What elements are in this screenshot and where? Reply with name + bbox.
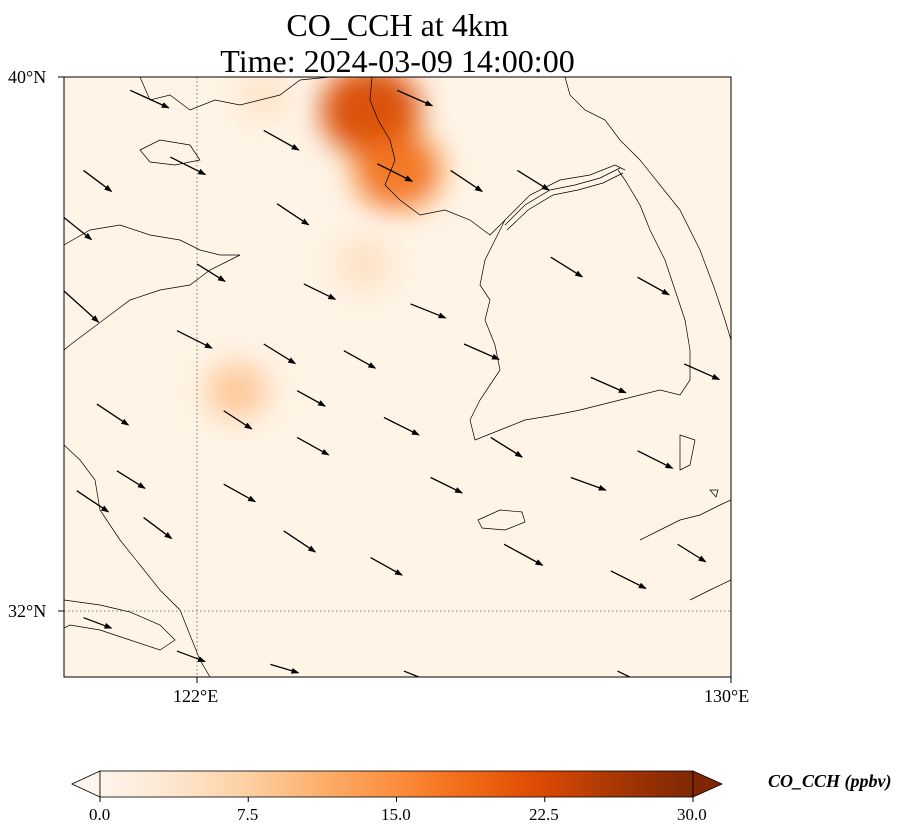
wind-arrow	[10, 591, 31, 602]
coastline-shandong	[64, 224, 241, 351]
wind-arrow	[0, 150, 28, 172]
wind-arrow	[637, 450, 674, 469]
coastline-dmz	[504, 167, 624, 231]
concentration-hotspot	[239, 77, 289, 119]
wind-arrow	[83, 617, 113, 629]
wind-arrow	[263, 343, 297, 365]
wind-arrow	[76, 490, 110, 513]
coastline-yangtze	[64, 599, 176, 651]
wind-arrow	[176, 650, 206, 663]
wind-arrow	[463, 343, 500, 360]
wind-arrow	[344, 718, 372, 725]
wind-arrow	[223, 410, 253, 430]
colorbar-extend-min	[71, 770, 101, 798]
wind-arrow	[477, 704, 509, 715]
wind-arrow	[677, 543, 707, 563]
wind-arrow	[343, 350, 377, 369]
chart-title-line2: Time: 2024-03-09 14:00:00	[220, 43, 575, 79]
wind-arrow	[570, 476, 607, 491]
concentration-field	[206, 77, 441, 419]
wind-arrow	[550, 256, 584, 278]
wind-arrow	[383, 416, 420, 436]
wind-arrow	[276, 203, 310, 226]
wind-arrow	[610, 570, 647, 590]
wind-arrow	[303, 283, 337, 300]
coastlines	[64, 77, 731, 677]
chart-title-line1: CO_CCH at 4km	[286, 7, 509, 43]
lat-label-32: 32°N	[8, 601, 47, 621]
colorbar	[71, 770, 723, 802]
wind-arrow	[684, 363, 721, 381]
lat-label-40: 40°N	[8, 67, 47, 87]
wind-arrow	[223, 483, 257, 503]
coastline-china-east	[64, 444, 211, 677]
wind-arrow	[116, 470, 146, 489]
wind-arrow	[637, 276, 670, 296]
wind-arrow	[196, 263, 226, 282]
colorbar-extend-max	[692, 770, 723, 798]
wind-arrow	[517, 169, 550, 191]
concentration-hotspot	[206, 363, 268, 419]
wind-arrow	[270, 663, 300, 674]
coastline-bohai-west	[139, 139, 201, 166]
wind-vectors	[0, 89, 721, 732]
wind-arrow	[224, 724, 249, 731]
colorbar-tick-label-3: 22.5	[529, 805, 559, 824]
colorbar-tick-label-2: 15.0	[381, 805, 411, 824]
wind-arrow	[403, 670, 421, 677]
wind-arrow	[83, 169, 113, 193]
lon-label-130: 130°E	[704, 686, 750, 706]
wind-arrow	[170, 156, 207, 176]
coastline-jeju	[477, 509, 526, 531]
wind-arrow	[296, 390, 327, 407]
wind-arrow	[490, 436, 524, 458]
wind-arrow	[263, 129, 300, 151]
concentration-hotspot	[353, 131, 441, 210]
wind-arrow	[64, 290, 100, 323]
wind-arrow	[598, 718, 630, 732]
wind-arrow	[176, 330, 213, 349]
map-frame	[63, 76, 732, 678]
wind-arrow	[296, 436, 330, 456]
lon-label-122: 122°E	[173, 686, 219, 706]
colorbar-gradient	[99, 770, 694, 798]
colorbar-tick-label-1: 7.5	[237, 805, 259, 824]
wind-arrow	[590, 376, 627, 394]
coastline-japan	[639, 434, 731, 601]
wind-arrow	[64, 216, 93, 241]
wind-arrow	[537, 684, 569, 698]
gridlines	[64, 77, 731, 677]
wind-arrow	[96, 403, 130, 426]
wind-arrow	[370, 557, 403, 576]
wind-arrow	[283, 530, 317, 553]
wind-arrow	[450, 169, 483, 193]
wind-arrow	[503, 543, 544, 566]
wind-arrow	[129, 89, 170, 109]
wind-arrow	[396, 89, 434, 107]
wind-arrow	[97, 711, 129, 718]
wind-arrow	[143, 517, 173, 540]
wind-arrow	[0, 698, 8, 702]
concentration-hotspot	[336, 239, 392, 289]
wind-arrow	[376, 163, 414, 182]
wind-arrow	[617, 670, 632, 677]
colorbar-title: CO_CCH (ppbv)	[768, 771, 892, 791]
coastline-bohai-liaodong	[64, 77, 626, 236]
colorbar-tick-label-4: 30.0	[677, 805, 707, 824]
axis-ticks	[58, 76, 732, 683]
wind-arrow	[430, 476, 464, 494]
colorbar-tick-label-0: 0.0	[89, 805, 111, 824]
coastline-korea-east	[564, 77, 731, 341]
wind-arrow	[410, 303, 447, 319]
colorbar-ticks	[99, 797, 694, 802]
coastline-korea-west	[469, 169, 691, 441]
